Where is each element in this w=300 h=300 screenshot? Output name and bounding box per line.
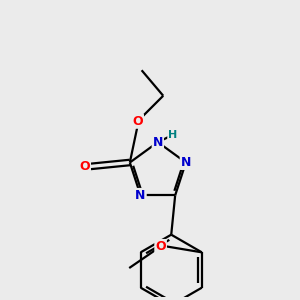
Text: O: O (155, 240, 166, 253)
Text: N: N (135, 189, 146, 202)
Text: N: N (153, 136, 163, 148)
Text: O: O (132, 115, 143, 128)
Text: H: H (168, 130, 177, 140)
Text: N: N (181, 156, 191, 169)
Text: O: O (80, 160, 90, 173)
